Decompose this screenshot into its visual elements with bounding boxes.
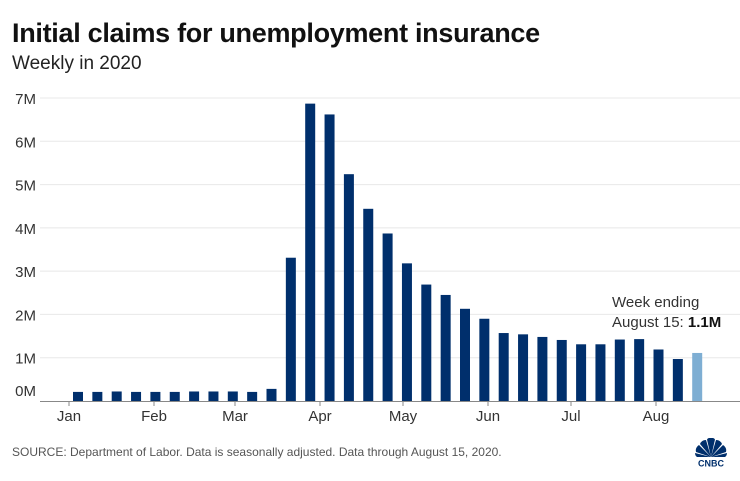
source-note: SOURCE: Department of Labor. Data is sea… — [12, 445, 502, 459]
x-tick-label: May — [389, 408, 418, 425]
bar-chart: 0M 1M 2M 3M 4M 5M 6M 7M Jan Feb Mar Apr May Jun Jul Aug — [15, 91, 740, 425]
x-tick-label: Aug — [643, 408, 670, 425]
bar — [479, 318, 490, 401]
bar — [595, 344, 606, 401]
bar — [421, 284, 432, 401]
bar — [440, 294, 451, 401]
y-tick-label: 2M — [15, 307, 36, 324]
x-tick-label: Jan — [57, 408, 81, 425]
bar — [363, 208, 374, 401]
y-tick-label: 6M — [15, 134, 36, 151]
svg-text:CNBC: CNBC — [698, 459, 724, 469]
cnbc-logo: CNBC — [690, 437, 732, 473]
bar — [266, 388, 277, 401]
bar — [131, 391, 142, 401]
chart-title: Initial claims for unemployment insuranc… — [12, 18, 540, 48]
bar — [92, 391, 103, 401]
y-tick-label: 5M — [15, 178, 36, 195]
bar — [614, 339, 625, 401]
bar — [150, 391, 161, 401]
bar — [382, 233, 393, 401]
bar — [556, 339, 567, 401]
bar — [498, 333, 509, 401]
x-tick-label: Jul — [561, 408, 580, 425]
bar — [285, 257, 296, 401]
x-tick-label: Mar — [222, 408, 248, 425]
y-tick-label: 3M — [15, 264, 36, 281]
x-tick-label: Apr — [308, 408, 331, 425]
bar — [692, 352, 703, 401]
annotation-line1: Week ending — [612, 294, 700, 311]
bar — [324, 114, 335, 401]
bar — [460, 308, 470, 401]
annotation: Week ending August 15: 1.1M — [612, 293, 721, 333]
bar — [343, 174, 354, 401]
x-tick-label: Feb — [141, 408, 167, 425]
y-tick-label: 7M — [15, 91, 36, 108]
chart-subtitle: Weekly in 2020 — [12, 53, 142, 74]
bar — [672, 359, 683, 401]
bar — [305, 103, 316, 402]
bar — [208, 391, 219, 401]
annotation-line2: August 15: — [612, 314, 688, 331]
bar — [247, 391, 258, 401]
bar — [169, 391, 180, 401]
bar — [73, 391, 83, 401]
bar — [518, 334, 529, 401]
bar — [634, 339, 645, 401]
bar — [401, 263, 412, 401]
x-tick-label: Jun — [476, 408, 500, 425]
y-tick-label: 4M — [15, 221, 36, 238]
bar — [576, 344, 587, 401]
bar — [227, 391, 238, 401]
bar — [653, 349, 664, 401]
y-tick-label: 0M — [15, 383, 36, 400]
bar — [111, 391, 122, 401]
annotation-value: 1.1M — [687, 314, 722, 331]
y-tick-label: 1M — [15, 351, 36, 368]
bar — [537, 336, 548, 401]
bar — [189, 391, 200, 401]
